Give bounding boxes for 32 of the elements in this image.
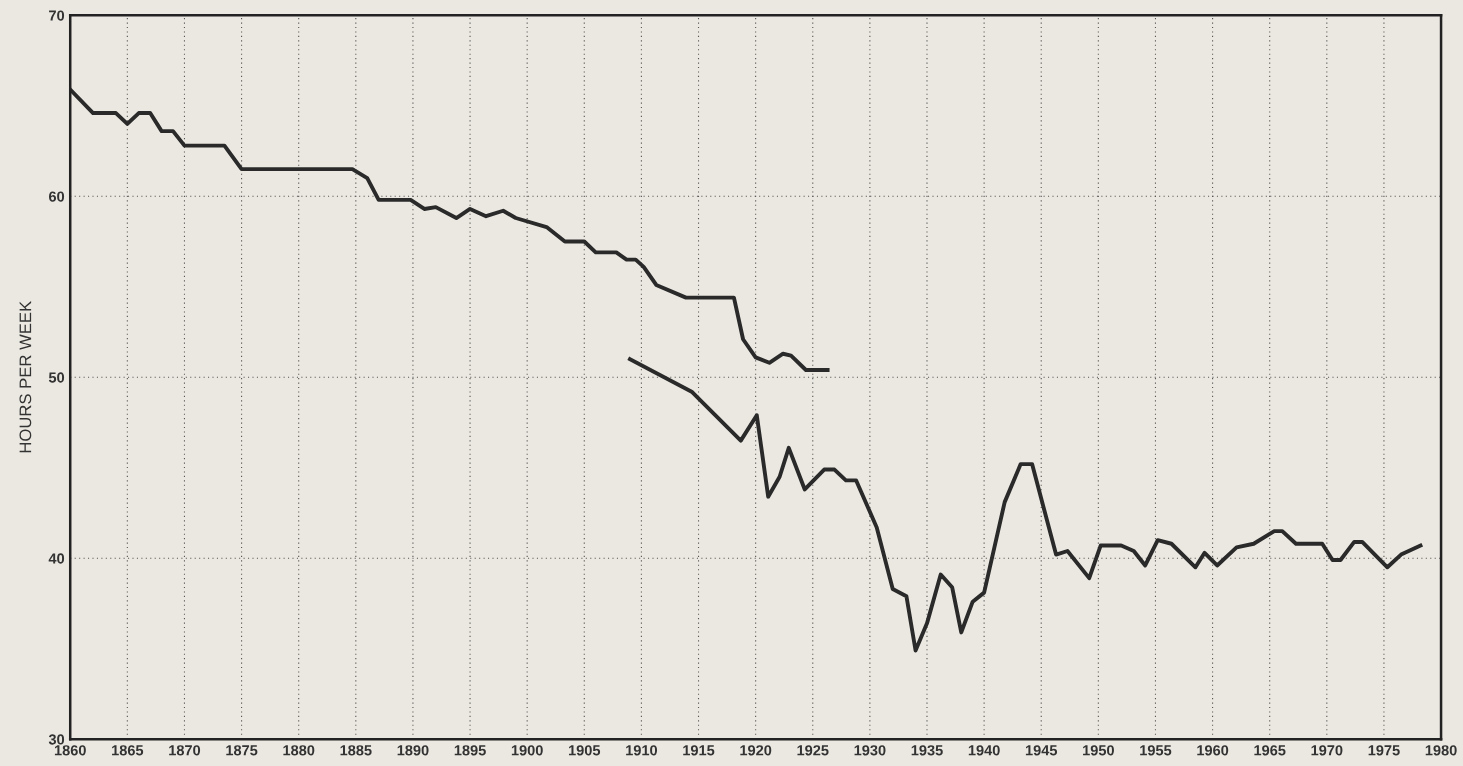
y-tick-label: 40: [48, 553, 65, 564]
x-tick-label: 1945: [1025, 745, 1058, 756]
x-tick-label: 1895: [454, 745, 486, 756]
x-tick-label: 1955: [1140, 745, 1172, 756]
x-tick-label: 1940: [968, 745, 1000, 756]
y-tick-label: 70: [49, 10, 65, 21]
x-tick-label: 1900: [511, 745, 543, 756]
x-tick-label: 1925: [797, 745, 829, 756]
x-tick-label: 1880: [283, 745, 315, 756]
x-tick-label: 1935: [911, 745, 943, 756]
y-tick-label: 50: [48, 372, 65, 383]
y-tick-label: 30: [48, 734, 65, 745]
x-tick-label: 1980: [1425, 745, 1457, 756]
x-tick-label: 1910: [626, 745, 658, 756]
x-tick-label: 1870: [169, 745, 201, 756]
x-tick-label: 1890: [397, 745, 429, 756]
x-tick-label: 1960: [1197, 745, 1229, 756]
line-series: [628, 357, 1423, 653]
x-tick-label: 1915: [683, 745, 715, 756]
x-tick-label: 1860: [54, 745, 86, 756]
x-tick-label: 1920: [740, 745, 772, 756]
x-tick-label: 1965: [1254, 745, 1286, 756]
x-tick-label: 1950: [1083, 745, 1114, 756]
x-tick-label: 1905: [568, 745, 601, 756]
x-tick-label: 1865: [112, 745, 144, 756]
x-tick-label: 1875: [226, 745, 258, 756]
x-tick-label: 1970: [1311, 745, 1343, 756]
x-tick-label: 1975: [1368, 745, 1400, 756]
y-tick-label: 60: [48, 191, 65, 202]
x-tick-label: 1930: [854, 745, 886, 756]
x-tick-label: 1885: [340, 745, 372, 756]
y-axis-title: HOURS PER WEEK: [19, 301, 32, 453]
